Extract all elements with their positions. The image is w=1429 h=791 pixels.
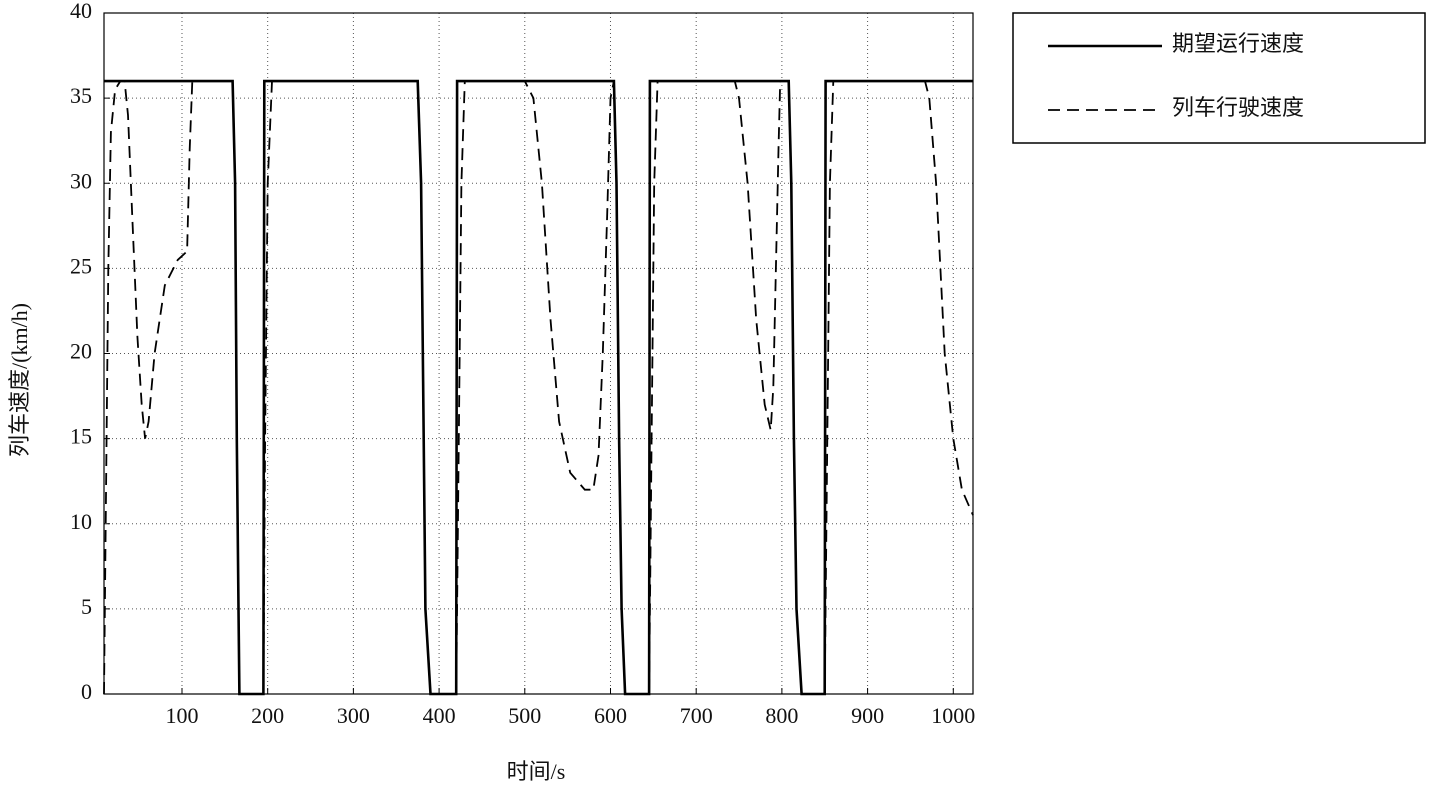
y-tick-label: 0 (81, 679, 92, 704)
x-tick-label: 500 (508, 703, 541, 728)
y-tick-label: 20 (70, 339, 92, 364)
y-axis-label: 列车速度/(km/h) (7, 303, 32, 457)
x-tick-label: 700 (680, 703, 713, 728)
y-tick-label: 10 (70, 509, 92, 534)
x-tick-label: 1000 (931, 703, 975, 728)
y-tick-label: 25 (70, 253, 92, 278)
y-tick-label: 5 (81, 594, 92, 619)
x-tick-label: 600 (594, 703, 627, 728)
x-tick-label: 900 (851, 703, 884, 728)
x-tick-label: 800 (765, 703, 798, 728)
legend-label: 期望运行速度 (1172, 31, 1304, 56)
plot-frame (103, 12, 974, 695)
y-tick-label: 35 (70, 83, 92, 108)
x-tick-label: 100 (165, 703, 198, 728)
y-tick-label: 30 (70, 168, 92, 193)
x-tick-label: 200 (251, 703, 284, 728)
x-axis-label: 时间/s (507, 759, 566, 784)
series-line (104, 79, 973, 696)
x-tick-label: 300 (337, 703, 370, 728)
x-tick-label: 400 (423, 703, 456, 728)
legend-label: 列车行驶速度 (1172, 95, 1304, 120)
legend-box (1012, 12, 1426, 144)
y-tick-label: 40 (70, 0, 92, 23)
y-tick-label: 15 (70, 424, 92, 449)
